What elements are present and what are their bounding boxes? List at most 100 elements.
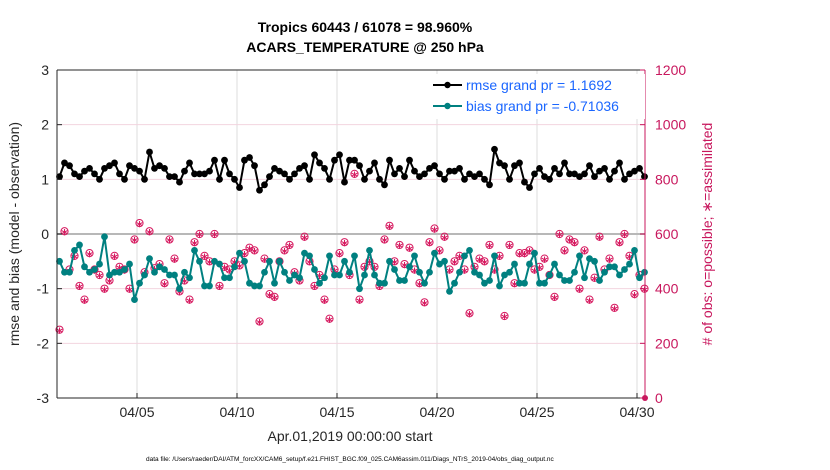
bias-point bbox=[191, 247, 198, 254]
rmse-point bbox=[201, 170, 208, 178]
bias-point bbox=[241, 257, 248, 265]
bias-line bbox=[58, 236, 646, 300]
rmse-point bbox=[596, 167, 603, 175]
rmse-point bbox=[331, 156, 338, 164]
obs-assimilated-point: * bbox=[431, 225, 438, 240]
obs-assimilated-point: * bbox=[481, 258, 488, 273]
bias-point bbox=[436, 260, 443, 268]
rmse-point bbox=[441, 175, 448, 183]
obs-assimilated-point: * bbox=[551, 294, 558, 309]
bias-point bbox=[266, 257, 273, 265]
bias-point bbox=[381, 279, 388, 287]
bias-point bbox=[176, 285, 183, 293]
obs-assimilated-point: * bbox=[186, 296, 193, 311]
rmse-point bbox=[176, 178, 183, 186]
bias-point bbox=[301, 249, 308, 257]
legend-box bbox=[420, 74, 645, 119]
obs-possible-point bbox=[100, 284, 109, 293]
bias-point bbox=[536, 279, 543, 287]
obs-assimilated-point: * bbox=[311, 283, 318, 298]
obs-possible-point bbox=[395, 240, 404, 250]
obs-possible-point bbox=[110, 251, 119, 260]
y2-tick-label: 1200 bbox=[655, 62, 686, 78]
bias-point bbox=[166, 271, 173, 279]
rmse-point bbox=[156, 162, 163, 170]
obs-assimilated-point: * bbox=[76, 283, 83, 298]
rmse-point bbox=[96, 175, 103, 183]
obs-assimilated-point: * bbox=[561, 247, 568, 262]
bias-point bbox=[136, 279, 143, 287]
obs-assimilated-point: * bbox=[131, 236, 138, 251]
bias-point bbox=[286, 277, 293, 284]
rmse-point bbox=[91, 170, 98, 178]
x-tick-label: 04/15 bbox=[319, 404, 354, 420]
obs-assimilated-point: * bbox=[436, 247, 443, 262]
obs-assimilated-point: * bbox=[276, 258, 283, 273]
rmse-point bbox=[121, 175, 128, 183]
obs-assimilated-point: * bbox=[321, 296, 328, 311]
obs-possible-point bbox=[160, 279, 169, 288]
obs-assimilated-point: * bbox=[496, 253, 503, 268]
obs-assimilated-point: * bbox=[221, 264, 228, 279]
rmse-point bbox=[411, 167, 418, 175]
rmse-point bbox=[446, 167, 453, 175]
obs-assimilated-point: * bbox=[96, 272, 103, 287]
bias-point bbox=[111, 268, 118, 276]
data-file-footnote: data file: /Users/raeder/DAI/ATM_forcXX/… bbox=[146, 456, 555, 463]
obs-possible-point bbox=[465, 309, 474, 318]
rmse-point bbox=[346, 156, 353, 164]
obs-possible-point bbox=[620, 229, 629, 239]
obs-assimilated-point: * bbox=[271, 294, 278, 309]
obs-assimilated-point: * bbox=[476, 255, 483, 270]
bias-point bbox=[246, 279, 253, 287]
obs-possible-point bbox=[210, 229, 219, 239]
rmse-point bbox=[606, 175, 613, 183]
y-tick-label: 1 bbox=[41, 171, 49, 187]
obs-possible-point bbox=[450, 257, 459, 266]
obs-possible-point bbox=[75, 281, 84, 291]
obs-assimilated-point: * bbox=[566, 236, 573, 251]
rmse-point bbox=[546, 175, 553, 183]
obs-assimilated-point: * bbox=[466, 310, 473, 325]
legend-bias-marker bbox=[444, 102, 451, 110]
obs-assimilated-point: * bbox=[526, 247, 533, 262]
obs-assimilated-point: * bbox=[296, 277, 303, 292]
obs-assimilated-point: * bbox=[306, 258, 313, 273]
rmse-point bbox=[501, 162, 508, 170]
rmse-point bbox=[621, 175, 628, 183]
obs-possible-point bbox=[500, 311, 509, 321]
bias-point bbox=[296, 274, 303, 282]
obs-assimilated-point: * bbox=[376, 283, 383, 298]
obs-possible-point bbox=[440, 232, 449, 241]
rmse-point bbox=[486, 181, 493, 189]
obs-assimilated-point: * bbox=[396, 242, 403, 257]
obs-assimilated-point: * bbox=[541, 255, 548, 270]
bias-point bbox=[181, 268, 188, 276]
bias-point bbox=[211, 257, 218, 265]
bias-point bbox=[601, 268, 608, 276]
obs-assimilated-point: * bbox=[506, 242, 513, 257]
y2-tick-label: 400 bbox=[655, 281, 679, 297]
rmse-point bbox=[261, 181, 268, 189]
line-series bbox=[56, 145, 648, 303]
bias-point bbox=[96, 260, 103, 268]
obs-possible-point bbox=[320, 295, 329, 304]
x-axis-label: Apr.01,2019 00:00:00 start bbox=[267, 428, 432, 444]
obs-possible-point bbox=[195, 229, 204, 239]
obs-assimilated-point: * bbox=[596, 233, 603, 248]
bias-point bbox=[156, 263, 163, 271]
rmse-point bbox=[216, 175, 223, 183]
obs-possible-point bbox=[555, 229, 564, 239]
chart-title-line-1: Tropics 60443 / 61078 = 98.960% bbox=[258, 19, 473, 35]
bias-point bbox=[76, 241, 83, 249]
bias-point bbox=[56, 257, 63, 265]
bias-point bbox=[316, 279, 323, 287]
bias-point bbox=[446, 288, 453, 295]
obs-assimilated-point: * bbox=[391, 258, 398, 273]
rmse-point bbox=[81, 167, 88, 175]
rmse-point bbox=[291, 170, 298, 178]
obs-possible-point bbox=[165, 235, 174, 244]
rmse-point bbox=[406, 156, 413, 164]
bias-point bbox=[216, 260, 223, 268]
obs-possible-point bbox=[575, 284, 584, 293]
